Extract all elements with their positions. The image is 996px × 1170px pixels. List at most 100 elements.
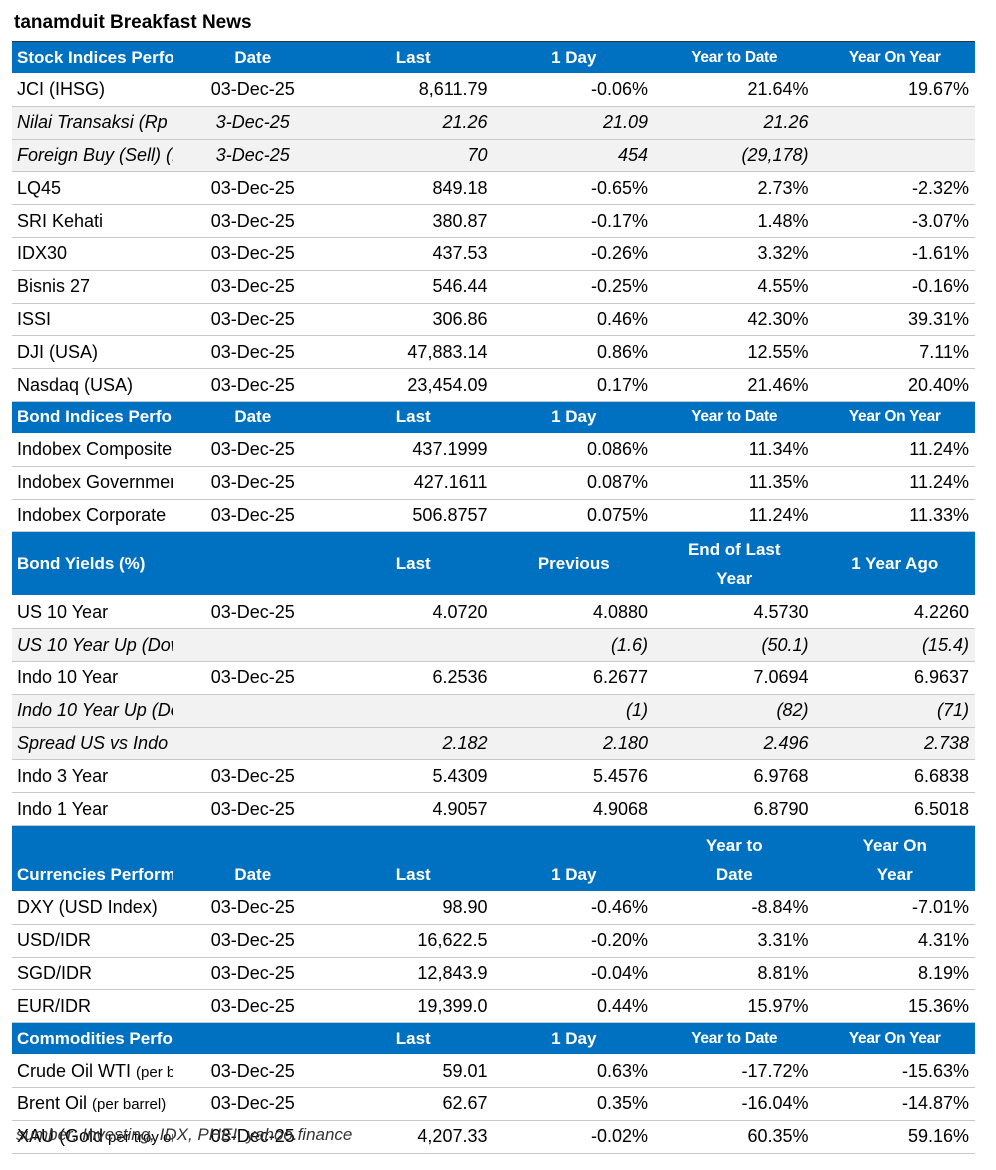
value-cell: 03-Dec-25 <box>172 368 333 402</box>
value-cell: 03-Dec-25 <box>172 1054 333 1088</box>
value-cell: 427.1611 <box>333 466 494 500</box>
data-row: Brent Oil (per barrel) 03-Dec-25 62.67 0.35%… <box>12 1087 975 1121</box>
data-row: Crude Oil WTI(per barrel)03-Dec-2559.010… <box>12 1054 975 1088</box>
value-cell: 19.67% <box>814 73 975 107</box>
row-label: SRI Kehati <box>12 204 173 238</box>
data-row: Indobex Composite 03-Dec-25 437.1999 0.086%… <box>12 433 975 467</box>
data-row: Indo 1 Year 03-Dec-25 4.9057 4.9068 6.8790 6.… <box>12 792 975 826</box>
value-cell: 6.5018 <box>814 792 975 826</box>
value-cell: 21.46% <box>654 368 815 402</box>
section-header: Bond Yields (%) Last Previous End of Last Ye… <box>12 531 975 597</box>
value-cell: 2.182 <box>333 727 494 761</box>
data-row: US 10 Year Up (Down) bps (1.6)(50.1)(15.4… <box>12 628 975 662</box>
value-cell: 6.8790 <box>654 792 815 826</box>
text-part: Brent Oil <box>17 1093 88 1114</box>
data-row: Indo 10 Year Up (Down) bps (1)(82)(71) <box>12 694 975 728</box>
data-row: LQ45 03-Dec-25 849.18 -0.65% 2.73% -2.32% <box>12 171 975 206</box>
value-cell: 0.63% <box>493 1054 654 1088</box>
value-cell: 2.738 <box>814 727 975 761</box>
value-cell <box>172 727 333 761</box>
data-row: EUR/IDR 03-Dec-25 19,399.0 0.44% 15.97% 15.36… <box>12 989 975 1024</box>
value-cell: -0.16% <box>814 270 975 304</box>
value-cell <box>172 694 333 728</box>
value-cell: 03-Dec-25 <box>172 759 333 794</box>
value-cell: 8,611.79 <box>333 73 494 107</box>
value-cell: -0.06% <box>493 73 654 107</box>
header-cell <box>172 1022 333 1056</box>
value-cell <box>172 628 333 662</box>
value-cell: 380.87 <box>333 204 494 238</box>
value-cell: 4.31% <box>814 924 975 958</box>
row-label: Indo 10 Year Up (Down) bps <box>12 694 173 728</box>
value-cell: 16,622.5 <box>333 924 494 958</box>
value-cell: 03-Dec-25 <box>172 1120 333 1154</box>
value-cell: 0.087% <box>493 466 654 500</box>
value-cell: -0.25% <box>493 270 654 304</box>
value-cell: 47,883.14 <box>333 335 494 370</box>
value-cell: 62.67 <box>333 1087 494 1121</box>
section-header: Currencies PerformanceDateLast1 DayYear … <box>12 825 975 892</box>
value-cell: (1) <box>493 694 654 728</box>
header-cell: Date <box>172 825 333 892</box>
value-cell: 98.90 <box>333 891 494 925</box>
value-cell: 3-Dec-25 <box>172 106 333 140</box>
header-cell: Previous <box>493 531 654 597</box>
data-row: SRI Kehati 03-Dec-25 380.87 -0.17% 1.48% -3.0… <box>12 204 975 238</box>
value-cell: 70 <box>333 139 494 173</box>
data-row: Nasdaq (USA) 03-Dec-25 23,454.09 0.17% 21.46… <box>12 368 975 402</box>
text-part: (per barrel) <box>92 1096 167 1114</box>
value-cell: -15.63% <box>814 1054 975 1088</box>
value-cell: (82) <box>654 694 815 728</box>
value-cell: 4.55% <box>654 270 815 304</box>
value-cell: 4,207.33 <box>333 1120 494 1154</box>
market-table: Stock Indices PerformanceDateLast1 DayYe… <box>12 41 975 1154</box>
row-label: Foreign Buy (Sell) (Rp Milyar) <box>12 139 173 173</box>
row-label: US 10 Year Up (Down) bps <box>12 628 173 662</box>
data-row: Indobex Government 03-Dec-25 427.1611 0.087… <box>12 466 975 500</box>
value-cell: 60.35% <box>654 1120 815 1154</box>
value-cell: 849.18 <box>333 171 494 206</box>
value-cell: 3.32% <box>654 237 815 271</box>
value-cell: 03-Dec-25 <box>172 171 333 206</box>
value-cell: 5.4576 <box>493 759 654 794</box>
value-cell: 03-Dec-25 <box>172 335 333 370</box>
value-cell: 6.9637 <box>814 661 975 695</box>
text-part: XAU (Gold <box>17 1126 104 1147</box>
value-cell: 4.5730 <box>654 595 815 630</box>
value-cell: 3.31% <box>654 924 815 958</box>
value-cell: 03-Dec-25 <box>172 73 333 107</box>
value-cell: 15.97% <box>654 989 815 1024</box>
value-cell: 306.86 <box>333 303 494 337</box>
row-label: Indobex Corporate <box>12 499 173 533</box>
header-cell: Year On Year <box>814 401 975 434</box>
header-cell: Bond Yields (%) <box>12 531 173 597</box>
value-cell: 21.64% <box>654 73 815 107</box>
value-cell: -0.65% <box>493 171 654 206</box>
value-cell: 4.0720 <box>333 595 494 630</box>
row-label: Nasdaq (USA) <box>12 368 173 402</box>
row-label: DXY (USD Index) <box>12 891 173 925</box>
row-label: IDX30 <box>12 237 173 271</box>
text-part: Year <box>716 568 753 588</box>
section-header: Stock Indices PerformanceDateLast1 DayYe… <box>12 41 975 74</box>
header-cell: Date <box>172 401 333 434</box>
value-cell: 03-Dec-25 <box>172 989 333 1024</box>
value-cell: 12.55% <box>654 335 815 370</box>
value-cell: 0.46% <box>493 303 654 337</box>
header-cell: 1 Day <box>493 401 654 434</box>
value-cell: 03-Dec-25 <box>172 891 333 925</box>
header-cell: 1 Day <box>493 825 654 892</box>
value-cell: -0.17% <box>493 204 654 238</box>
value-cell: 0.44% <box>493 989 654 1024</box>
value-cell: -8.84% <box>654 891 815 925</box>
row-label: EUR/IDR <box>12 989 173 1024</box>
source-note: sumber: Investing, IDX, PHEI, yahoo.fina… <box>16 1125 353 1144</box>
data-row: DXY (USD Index) 03-Dec-25 98.90 -0.46% -8.84… <box>12 891 975 925</box>
row-label: Crude Oil WTI(per barrel) <box>12 1054 173 1088</box>
text-part: Crude Oil WTI <box>17 1060 132 1081</box>
value-cell: 6.2677 <box>493 661 654 695</box>
header-cell: Year to Date <box>654 1022 815 1056</box>
value-cell: -0.26% <box>493 237 654 271</box>
